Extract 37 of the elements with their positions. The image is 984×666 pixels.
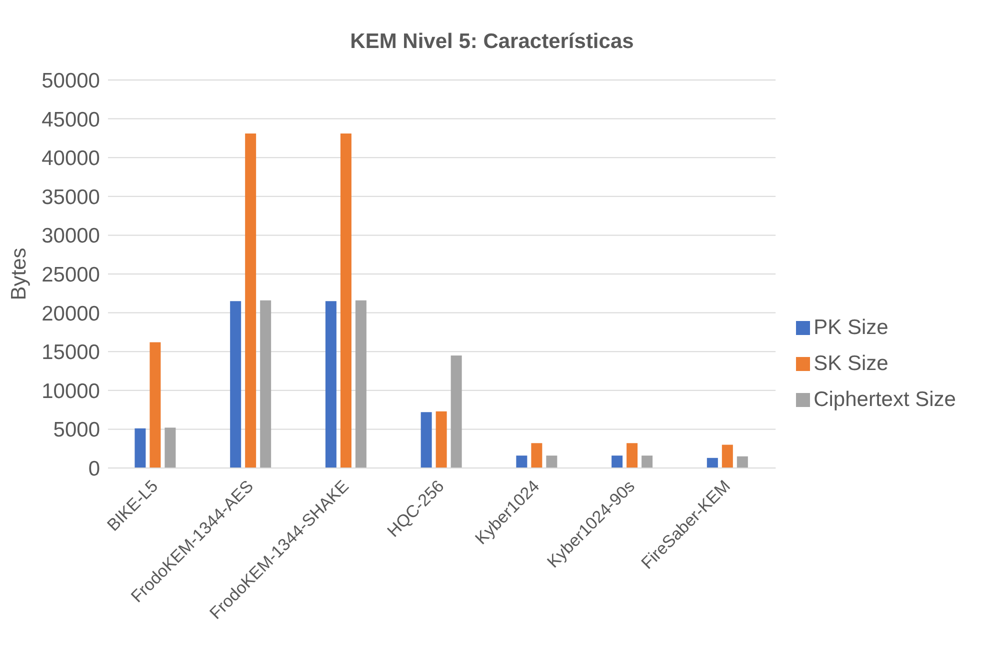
bar [546,456,558,468]
bar [150,342,161,468]
chart-title: KEM Nivel 5: Características [349,29,635,55]
bar [450,355,462,468]
y-tick-label: 50000 [42,69,100,92]
bar [355,300,366,468]
bar [340,134,352,468]
legend-label: PK Size [814,316,888,339]
bar [436,411,447,468]
bar [245,134,256,468]
y-tick-label: 20000 [42,302,100,326]
bar [722,444,733,468]
y-tick-label: 5000 [53,418,100,442]
bar [260,300,272,468]
bar [612,456,623,468]
bar [134,428,146,468]
bar [736,456,748,468]
bar [164,428,176,468]
bar [642,456,653,468]
bar [230,301,242,468]
y-tick-label: 35000 [42,186,100,209]
y-axis-title: Bytes [7,248,30,300]
bar [420,412,432,468]
bar [531,443,542,468]
y-tick-label: 10000 [42,380,100,403]
bar [706,458,718,468]
legend-label: SK Size [814,352,888,375]
bar [325,301,336,468]
y-tick-label: 25000 [42,263,100,286]
legend-label: Ciphertext Size [814,388,956,411]
bar [516,456,528,468]
y-tick-label: 0 [88,457,100,480]
bar [626,443,638,468]
y-tick-label: 45000 [42,108,100,132]
y-tick-label: 30000 [42,224,100,248]
y-tick-label: 15000 [42,341,100,364]
y-tick-label: 40000 [42,147,100,170]
